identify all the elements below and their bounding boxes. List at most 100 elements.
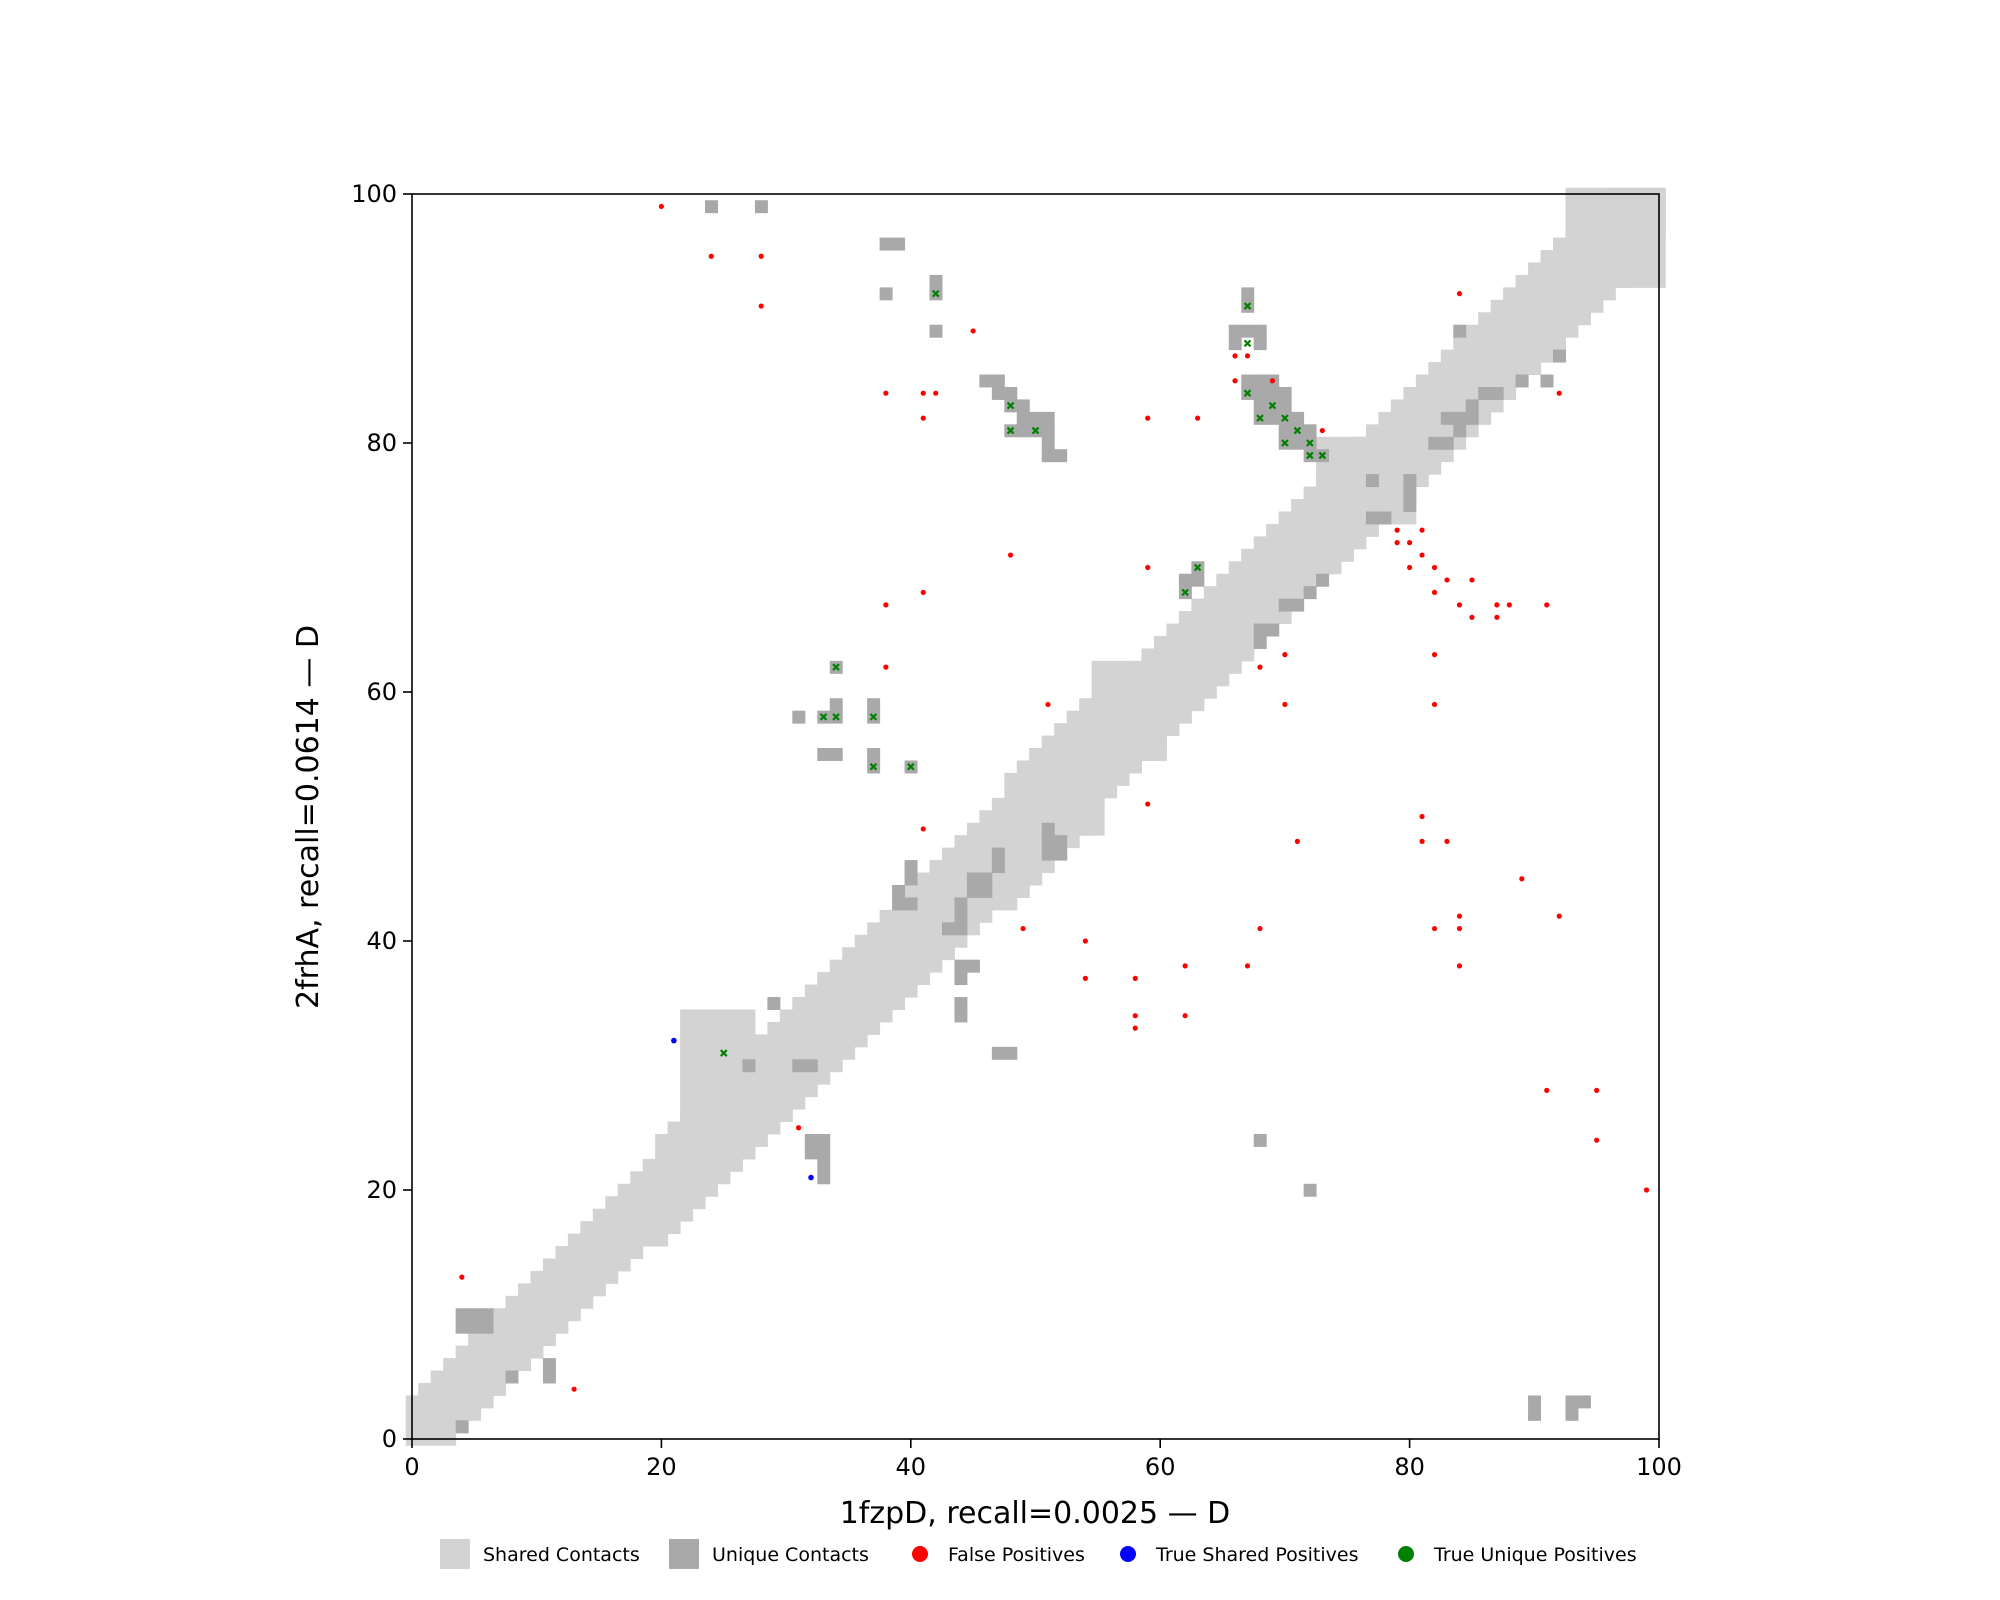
shared-contact-cell: [1328, 486, 1342, 500]
unique-contact-cell: [468, 1308, 482, 1322]
false-positive-point: [1082, 938, 1088, 944]
shared-contact-cell: [1253, 573, 1267, 587]
shared-contact-cell: [655, 1208, 669, 1222]
shared-contact-cell: [418, 1395, 432, 1409]
shared-contact-cell: [1515, 312, 1529, 326]
shared-contact-cell: [1415, 436, 1429, 450]
shared-contact-cell: [1153, 710, 1167, 724]
shared-contact-cell: [867, 947, 881, 961]
shared-contact-cell: [567, 1283, 581, 1297]
shared-contact-cell: [555, 1320, 569, 1334]
shared-contact-cell: [705, 1059, 719, 1073]
shared-contact-cell: [1166, 660, 1180, 674]
shared-contact-cell: [1503, 386, 1517, 400]
shared-contact-cell: [1116, 723, 1130, 737]
shared-contact-cell: [767, 1109, 781, 1123]
shared-contact-cell: [1316, 536, 1330, 550]
shared-contact-cell: [1328, 511, 1342, 525]
shared-contact-cell: [804, 997, 818, 1010]
shared-contact-cell: [1091, 748, 1105, 761]
shared-contact-cell: [729, 1009, 743, 1023]
shared-contact-cell: [1153, 673, 1167, 687]
shared-contact-cell: [580, 1233, 594, 1247]
false-positive-point: [1282, 701, 1288, 708]
shared-contact-cell: [779, 1034, 793, 1048]
false-positive-point: [1431, 564, 1438, 571]
false-positive-point: [1494, 614, 1500, 620]
unique-contact-cell: [1291, 436, 1305, 450]
shared-contact-cell: [1353, 461, 1367, 475]
false-positive-point: [758, 253, 764, 259]
shared-contact-cell: [1565, 324, 1579, 338]
shared-contact-cell: [455, 1358, 469, 1372]
shared-contact-cell: [655, 1133, 669, 1147]
shared-contact-cell: [1341, 436, 1354, 450]
shared-contact-cell: [1104, 673, 1118, 687]
shared-contact-cell: [817, 1071, 831, 1085]
shared-contact-cell: [1490, 312, 1504, 326]
shared-contact-cell: [1390, 411, 1404, 425]
shared-contact-cell: [1328, 548, 1342, 562]
shared-contact-cell: [605, 1258, 619, 1272]
shared-contact-cell: [1291, 511, 1305, 525]
shared-contact-cell: [1266, 586, 1280, 600]
shared-contact-cell: [1216, 611, 1230, 625]
shared-contact-cell: [1004, 897, 1018, 911]
shared-contact-cell: [917, 959, 931, 973]
false-positive-point: [1407, 564, 1413, 571]
shared-contact-cell: [1515, 324, 1529, 338]
legend-item: True Unique Positives: [1398, 1544, 1637, 1566]
shared-contact-cell: [1465, 349, 1479, 363]
shared-contact-cell: [480, 1345, 494, 1359]
shared-contact-cell: [1191, 685, 1205, 699]
shared-contact-cell: [630, 1208, 644, 1222]
shared-contact-cell: [1016, 872, 1030, 886]
shared-contact-cell: [1590, 200, 1604, 214]
shared-contact-cell: [1590, 225, 1604, 239]
shared-contact-cell: [1129, 710, 1142, 724]
unique-contact-cell: [1577, 1395, 1591, 1409]
shared-contact-cell: [1228, 561, 1242, 575]
unique-contact-cell: [1378, 511, 1392, 525]
false-positive-point: [1456, 913, 1463, 919]
shared-contact-cell: [1091, 698, 1105, 712]
unique-contact-cell: [991, 374, 1005, 388]
false-positive-point: [1232, 378, 1238, 384]
shared-contact-cell: [1066, 748, 1080, 761]
shared-contact-cell: [1116, 748, 1130, 761]
shared-contact-cell: [817, 997, 831, 1010]
unique-contact-cell: [1253, 1133, 1267, 1147]
shared-contact-cell: [1091, 822, 1105, 836]
shared-contact-cell: [904, 922, 918, 936]
shared-contact-cell: [1353, 511, 1367, 525]
shared-contact-cell: [779, 1109, 793, 1123]
shared-contact-cell: [779, 1071, 793, 1085]
shared-contact-cell: [517, 1358, 531, 1372]
shared-contact-cell: [542, 1333, 556, 1347]
shared-contact-cell: [1153, 723, 1167, 737]
shared-contact-cell: [1415, 449, 1429, 463]
shared-contact-cell: [829, 1034, 843, 1048]
unique-contact-cell: [792, 1059, 806, 1073]
false-positive-point: [1195, 415, 1201, 421]
shared-contact-cell: [941, 847, 955, 861]
shared-contact-cell: [1440, 362, 1454, 376]
shared-contact-cell: [1116, 698, 1130, 712]
shared-contact-cell: [1228, 598, 1242, 612]
shared-contact-cell: [592, 1258, 606, 1272]
unique-contact-cell: [1266, 623, 1280, 637]
unique-contact-cell: [804, 1059, 818, 1073]
unique-contact-cell: [455, 1308, 469, 1322]
shared-contact-cell: [1528, 337, 1542, 351]
shared-contact-cell: [1266, 598, 1280, 612]
true-unique-marker-stroke: [907, 762, 915, 771]
unique-contact-cell: [1041, 847, 1055, 861]
x-tick-label: 100: [1636, 1453, 1682, 1481]
shared-contact-cell: [1490, 362, 1504, 376]
shared-contact-cell: [954, 872, 968, 886]
unique-contact-cell: [480, 1320, 494, 1334]
shared-contact-cell: [605, 1208, 619, 1222]
shared-contact-cell: [1191, 673, 1205, 687]
shared-contact-cell: [829, 972, 843, 986]
false-positive-point: [1419, 552, 1425, 558]
